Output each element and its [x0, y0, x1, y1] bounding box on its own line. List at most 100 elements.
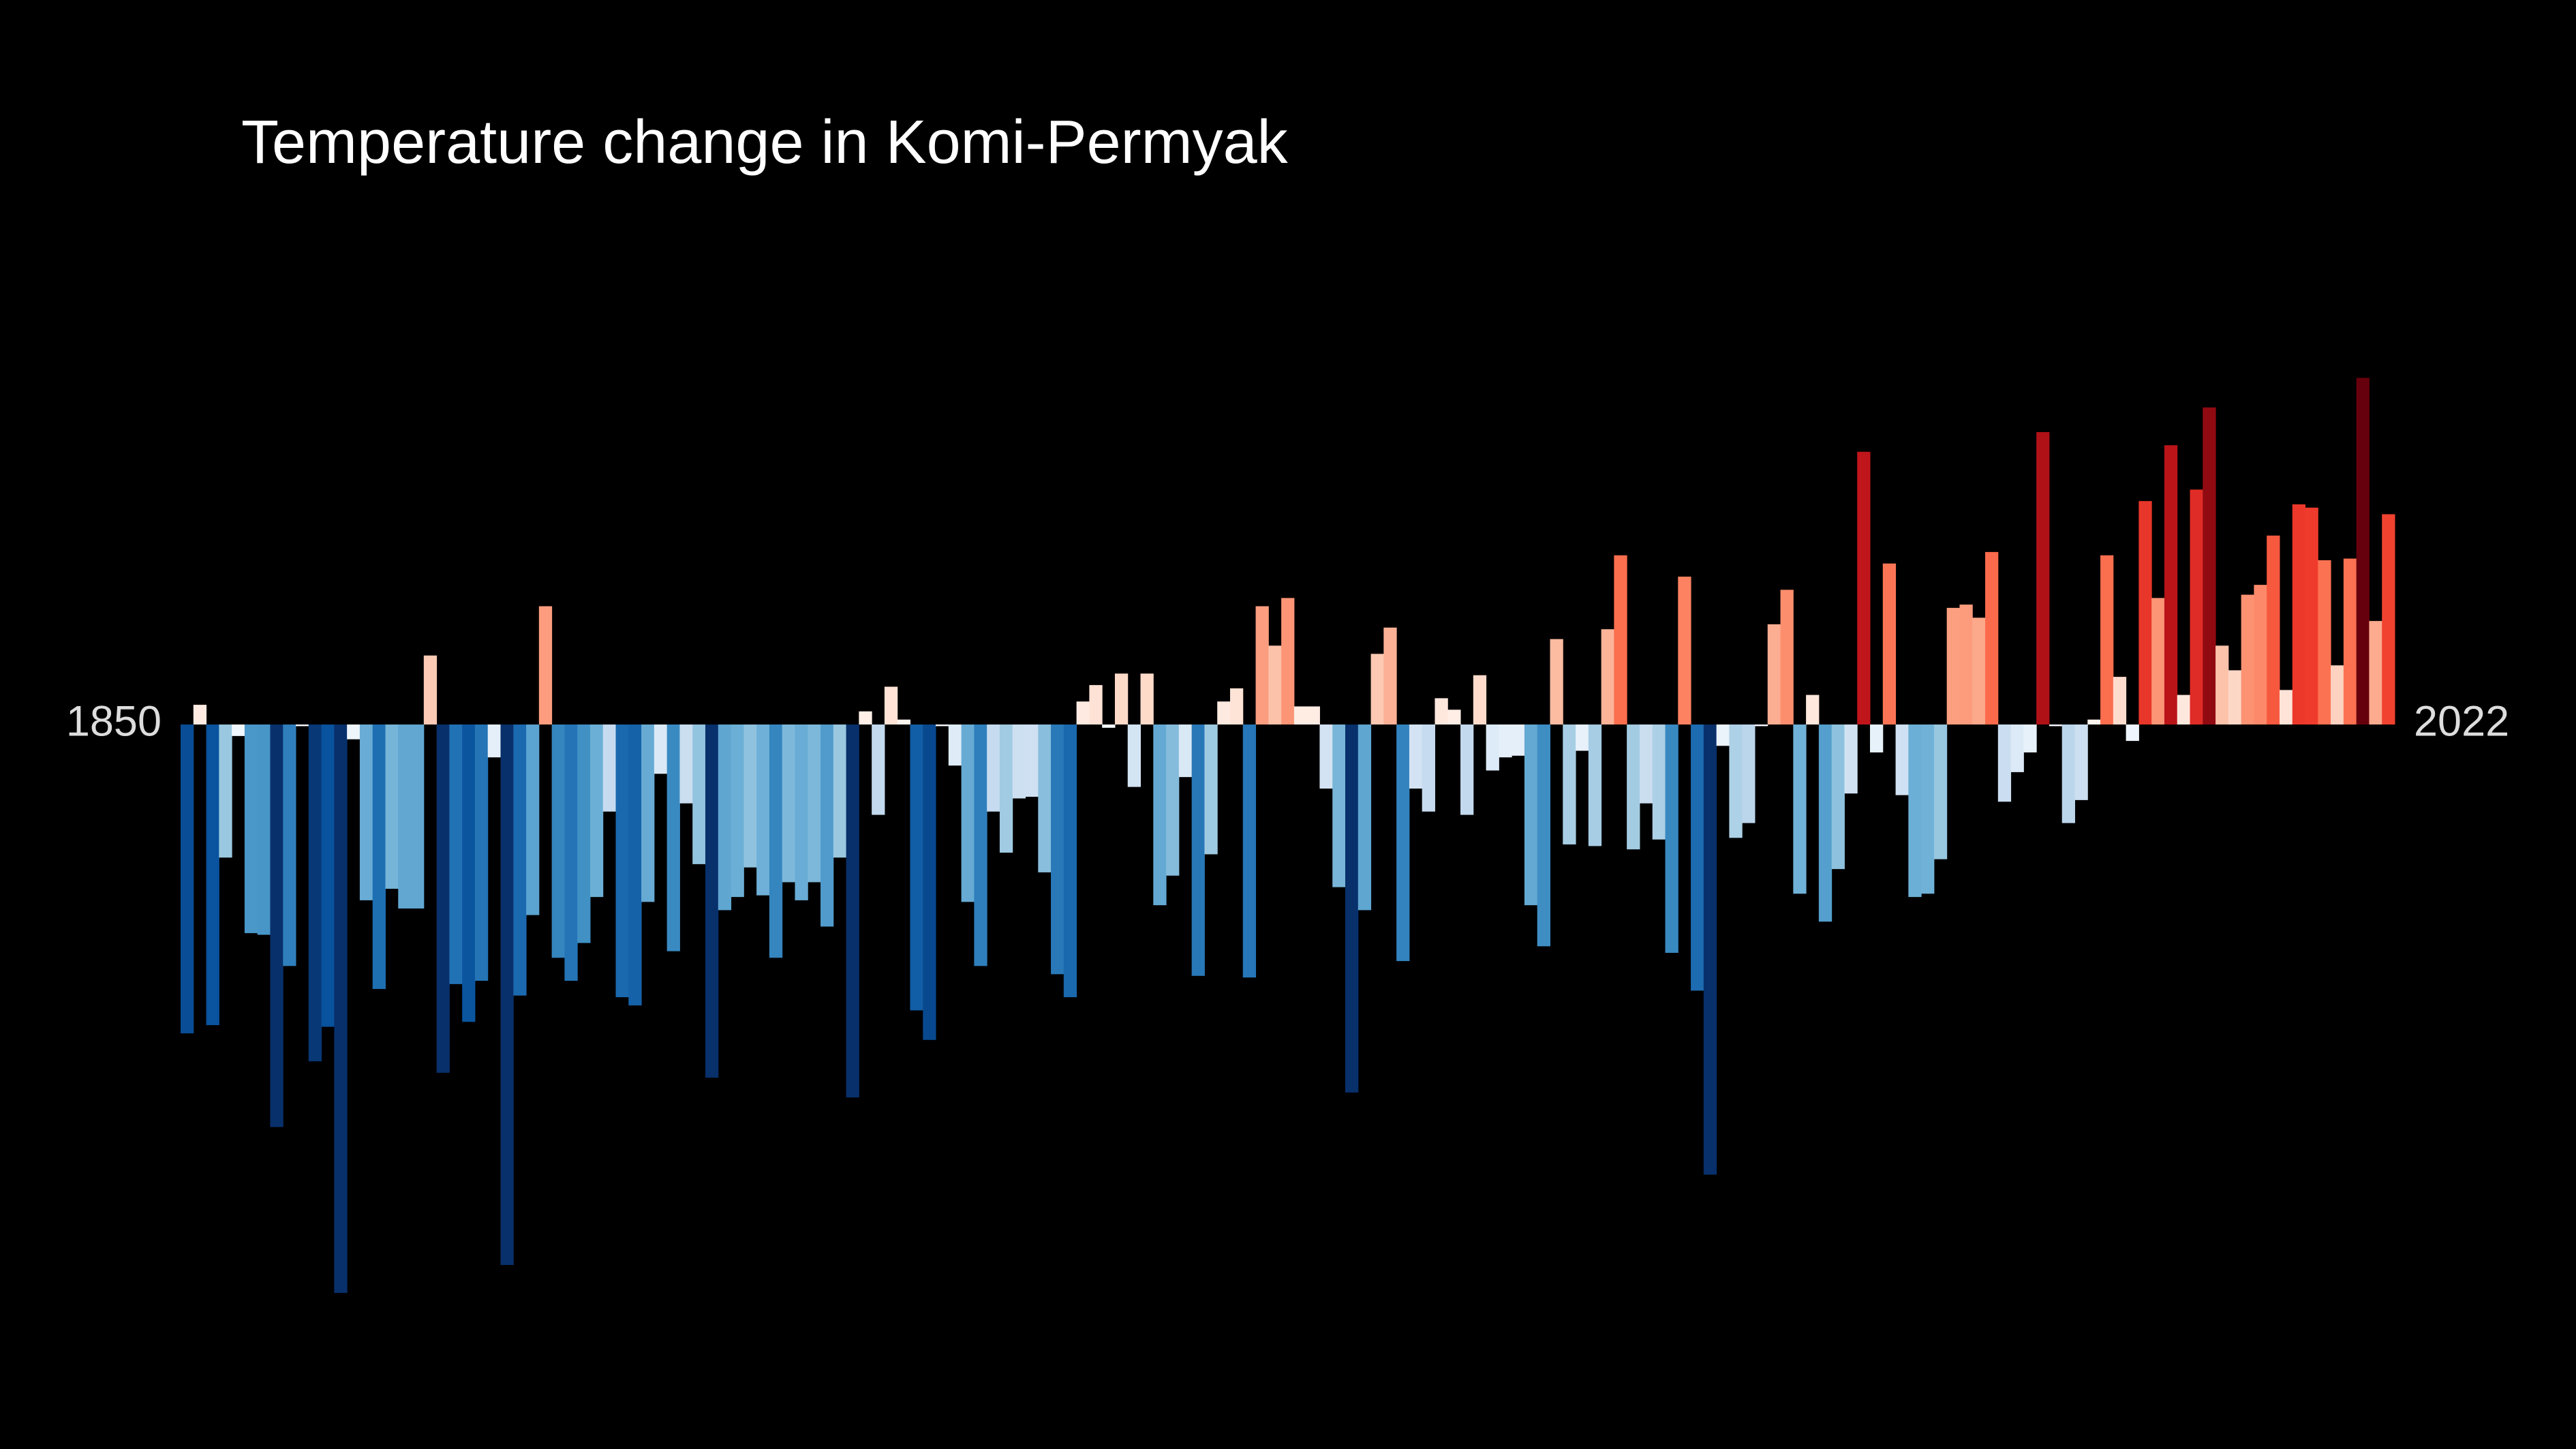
bar [1524, 724, 1538, 906]
bar [1114, 673, 1129, 724]
bar [1588, 724, 1602, 846]
bar [1089, 685, 1103, 724]
bar [1818, 724, 1833, 922]
bar [795, 724, 808, 900]
bar [1447, 710, 1461, 724]
bar [474, 724, 489, 981]
bar [1332, 724, 1346, 887]
bar [2164, 445, 2178, 724]
bar [731, 724, 744, 898]
bar [999, 724, 1013, 853]
bar [500, 724, 514, 1266]
bar [372, 724, 386, 990]
bar [1614, 555, 1627, 724]
bar [1435, 698, 1448, 724]
bar [2331, 665, 2344, 724]
bar [1076, 701, 1090, 724]
bar [219, 724, 232, 858]
bar [1729, 724, 1743, 838]
bar [2087, 719, 2101, 724]
bar [1191, 724, 1205, 976]
bar [2126, 724, 2139, 742]
bar [641, 724, 655, 902]
bar [589, 724, 604, 898]
bar [257, 724, 271, 935]
bar [1639, 724, 1653, 804]
bar [2254, 585, 2267, 724]
bar [1985, 551, 1999, 724]
bar [398, 724, 412, 909]
bar [1665, 724, 1678, 954]
bar [666, 724, 680, 951]
bar [1345, 724, 1359, 1093]
bar [1921, 724, 1935, 894]
bar [833, 724, 847, 858]
bar [705, 724, 719, 1078]
bar [718, 724, 732, 911]
bar [1473, 675, 1487, 724]
bar [526, 724, 540, 915]
bar [1396, 724, 1410, 962]
bar [974, 724, 987, 966]
bar [2151, 598, 2165, 724]
bar [1204, 724, 1218, 855]
bar [1997, 724, 2012, 802]
bar [1025, 724, 1039, 797]
bar [1383, 627, 1397, 724]
bar [1242, 724, 1257, 978]
bar [513, 724, 527, 996]
bar [2203, 407, 2216, 724]
x-tick-label: 1850 [66, 698, 162, 746]
bar [449, 724, 463, 984]
bar [1780, 590, 1794, 724]
bar [1793, 724, 1807, 894]
bar [1895, 724, 1909, 795]
bar [808, 724, 821, 883]
bar [232, 724, 245, 736]
bar [1140, 673, 1154, 724]
bar [2382, 514, 2395, 724]
bar [654, 724, 668, 774]
bar [1178, 724, 1193, 778]
bar [1857, 451, 1871, 724]
bar [1281, 598, 1295, 724]
bar [1576, 724, 1589, 751]
bar [2228, 670, 2242, 724]
bar [2177, 695, 2191, 724]
bar [1012, 724, 1026, 799]
bar [2215, 645, 2229, 724]
bar [1358, 724, 1372, 911]
bar [2074, 724, 2088, 800]
bar [1754, 724, 1768, 727]
bar [2113, 677, 2127, 724]
bar [1422, 724, 1435, 812]
bar [1959, 605, 1973, 724]
bar [782, 724, 795, 883]
bar [923, 724, 936, 1040]
bar [1063, 724, 1077, 998]
bar [296, 724, 309, 727]
bar [1870, 724, 1884, 752]
bar [884, 686, 898, 724]
bar [1806, 695, 1820, 724]
bar [2369, 621, 2382, 724]
bar [206, 724, 219, 1026]
bar [948, 724, 962, 766]
bar [1678, 577, 1691, 724]
bar [385, 724, 399, 889]
bar [359, 724, 373, 900]
bar [2100, 555, 2114, 724]
bar [1601, 629, 1614, 724]
bar [897, 719, 910, 724]
bar [244, 724, 258, 934]
bar [756, 724, 770, 896]
bar [2049, 724, 2063, 727]
bar [1051, 724, 1064, 975]
bar [2190, 489, 2203, 724]
bar [1844, 724, 1858, 794]
bar [1038, 724, 1052, 872]
bar [846, 724, 859, 1098]
bar [1703, 724, 1717, 1175]
bar [551, 724, 565, 958]
